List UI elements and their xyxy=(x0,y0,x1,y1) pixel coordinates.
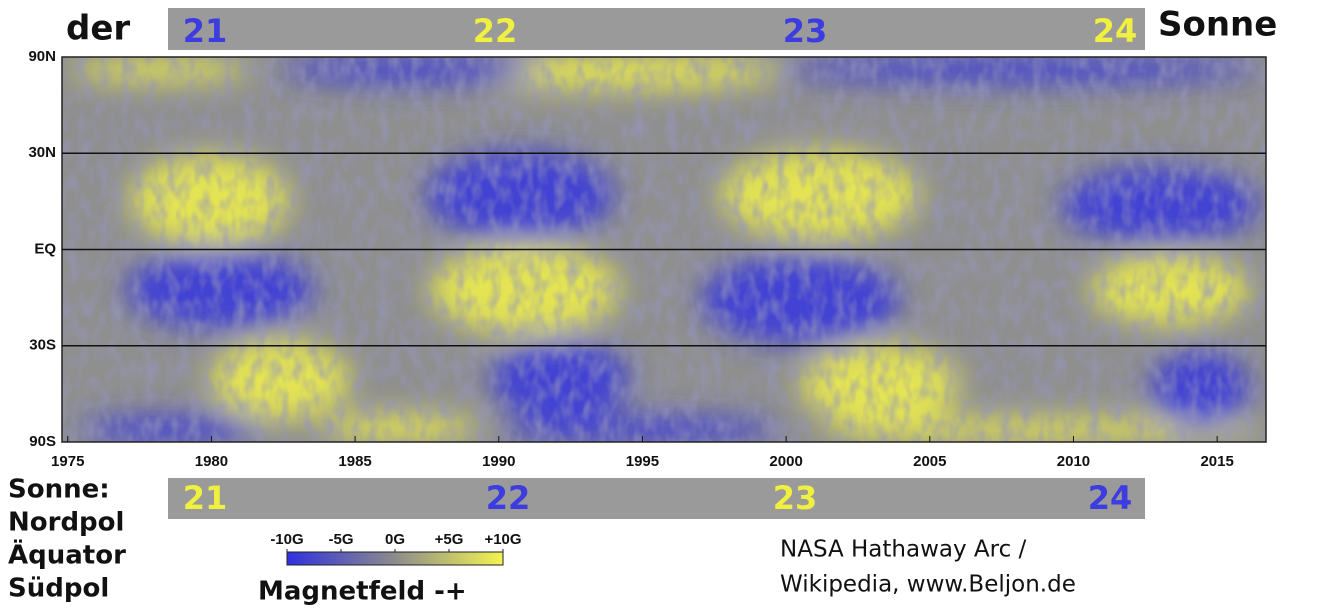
x-tick-label: 1985 xyxy=(338,453,371,470)
legend-row: Sonne: xyxy=(8,475,110,505)
title-right: Sonne xyxy=(1158,5,1277,45)
y-tick-label: 30S xyxy=(29,337,56,354)
legend-row: Nordpol xyxy=(8,508,124,538)
axes: 90N 30N EQ 30S 90S 1975 1980 1985 1990 1995 2000 20… xyxy=(28,48,1266,470)
legend-row: Äquator xyxy=(8,539,126,571)
y-tick-label: EQ xyxy=(34,240,56,257)
x-tick-label: 2010 xyxy=(1057,453,1090,470)
cycle-label: 22 xyxy=(473,12,518,50)
credit-line: Wikipedia, www.Beljon.de xyxy=(780,572,1076,598)
x-tick-label: 1990 xyxy=(482,453,515,470)
credit-line: NASA Hathaway Arc / xyxy=(780,537,1027,563)
colorbar xyxy=(286,551,504,566)
y-tick-label: 30N xyxy=(28,144,56,161)
cycle-label: 24 xyxy=(1088,479,1133,517)
colorbar-label: Magnetfeld -+ xyxy=(258,577,467,607)
colorbar-tick-label: -10G xyxy=(270,531,303,548)
cycle-band-top xyxy=(168,8,1145,50)
x-tick-label: 2000 xyxy=(769,453,802,470)
cycle-label: 22 xyxy=(486,479,531,517)
cycle-label: 23 xyxy=(773,479,818,517)
y-tick-label: 90N xyxy=(28,48,56,65)
x-tick-label: 1975 xyxy=(51,453,84,470)
cycle-label: 23 xyxy=(783,12,828,50)
x-tick-label: 2015 xyxy=(1200,453,1233,470)
cycle-label: 21 xyxy=(183,479,228,517)
colorbar-tick-label: 0G xyxy=(385,531,405,548)
legend-row: Südpol xyxy=(8,574,109,604)
cycle-label: 24 xyxy=(1093,12,1138,50)
x-tick-label: 2005 xyxy=(913,453,946,470)
colorbar-tick-label: -5G xyxy=(328,531,353,548)
x-tick-label: 1980 xyxy=(195,453,228,470)
x-tick-label: 1995 xyxy=(626,453,659,470)
cycle-label: 21 xyxy=(183,12,228,50)
colorbar-tick-label: +10G xyxy=(484,531,521,548)
colorbar-tick-label: +5G xyxy=(435,531,464,548)
cycle-band-bottom xyxy=(168,478,1145,519)
title-left: der xyxy=(66,9,130,49)
y-tick-label: 90S xyxy=(29,433,56,450)
